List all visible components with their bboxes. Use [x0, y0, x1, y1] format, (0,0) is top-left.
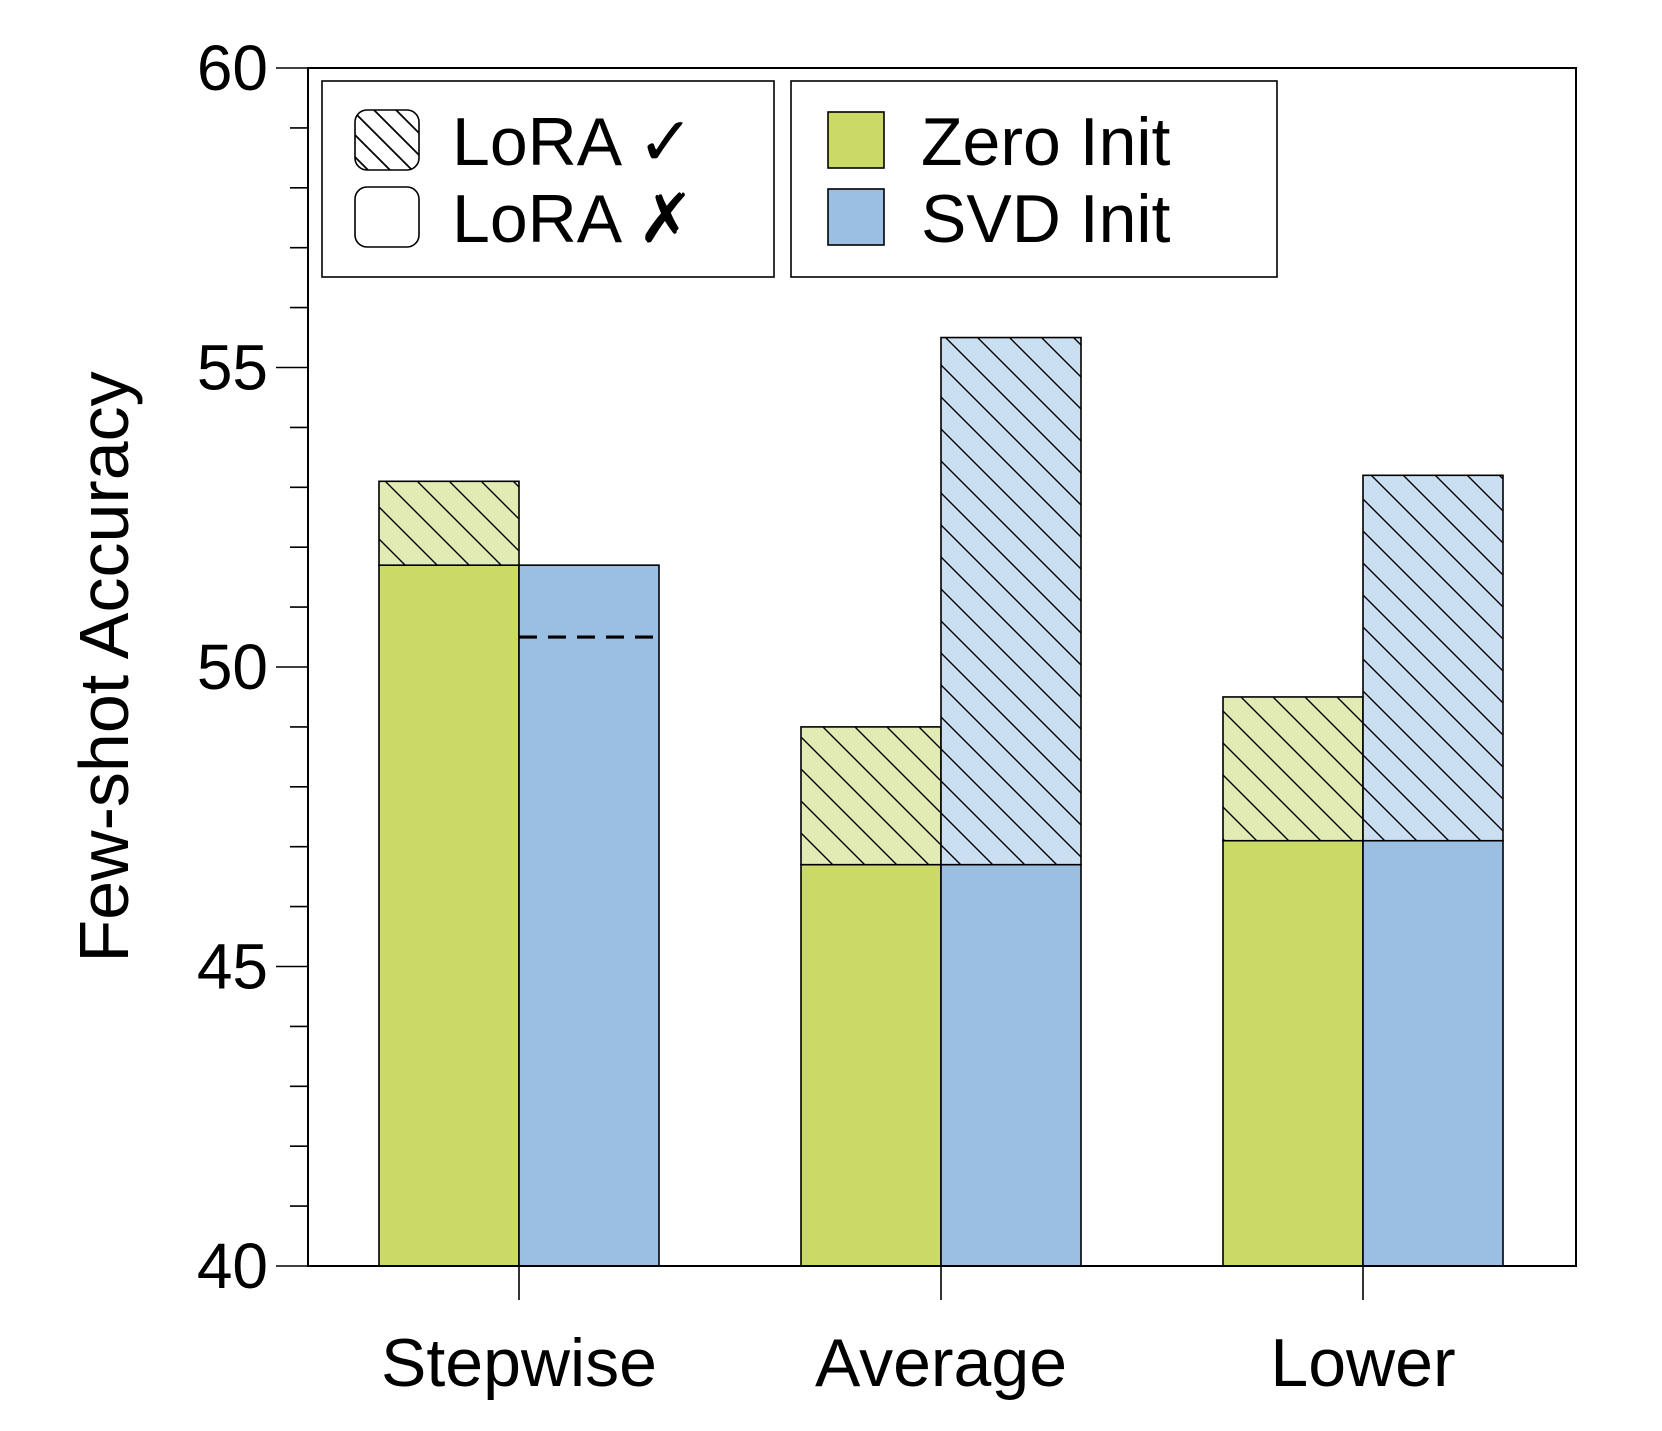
legend-lora: LoRA ✓LoRA ✗	[321, 80, 775, 278]
legend-init-label: Zero Init	[921, 104, 1171, 180]
y-tick-label: 45	[197, 931, 268, 1003]
bar-zero-init-average-lora-off	[800, 863, 942, 1267]
bar-svd-init-stepwise-lora-off	[518, 564, 660, 1267]
y-axis-ticks: 40 45 50 55 60	[197, 32, 308, 1302]
legend-lora-label: LoRA ✓	[452, 104, 694, 180]
y-tick-label: 60	[197, 32, 268, 104]
bar-svd-init-average-lora-on	[940, 336, 1082, 866]
y-tick-label: 40	[197, 1230, 268, 1302]
x-tick-label-stepwise: Stepwise	[381, 1325, 657, 1401]
legend-zero-init-swatch	[827, 111, 885, 169]
bar-zero-init-lower-lora-off	[1222, 839, 1364, 1267]
bar-zero-init-stepwise-lora-on	[378, 480, 520, 566]
bar-svd-init-lower-lora-on	[1362, 474, 1504, 842]
legend-svd-init-swatch	[827, 188, 885, 246]
bar-zero-init-average-lora-on	[800, 726, 942, 866]
bar-zero-init-stepwise-lora-off	[378, 564, 520, 1267]
x-tick-label-average: Average	[815, 1325, 1067, 1401]
y-tick-label: 50	[197, 631, 268, 703]
legend-lora-label: LoRA ✗	[452, 181, 694, 257]
legend-init-label: SVD Init	[921, 181, 1171, 257]
bar-zero-init-lower-lora-on	[1222, 696, 1364, 842]
legend-hatched-swatch	[354, 109, 420, 171]
bar-svd-init-lower-lora-off	[1362, 839, 1504, 1267]
bar-svd-init-average-lora-off	[940, 863, 1082, 1267]
legend-plain-swatch	[354, 186, 420, 248]
bars-layer	[378, 336, 1504, 1267]
y-tick-label: 55	[197, 332, 268, 404]
y-axis-title: Few-shot Accuracy	[65, 371, 143, 962]
x-axis-ticks: Stepwise Average Lower	[381, 1266, 1456, 1401]
x-tick-label-lower: Lower	[1270, 1325, 1455, 1401]
